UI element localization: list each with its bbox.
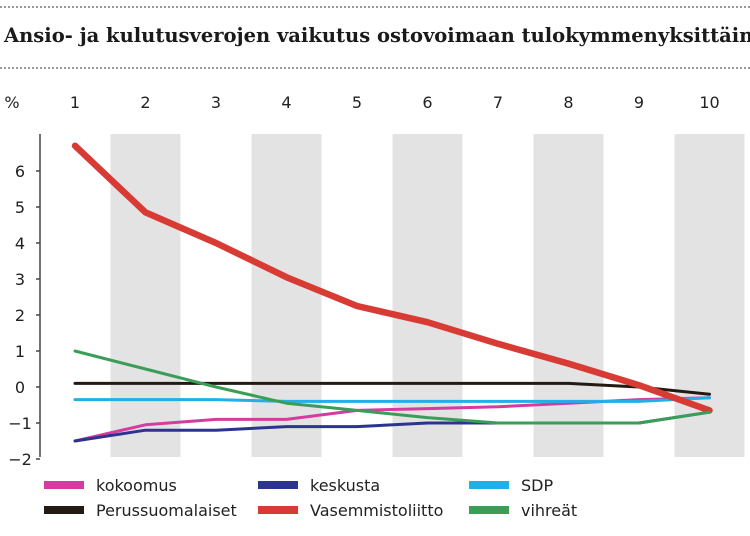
y-tick-label: 5 <box>15 198 25 217</box>
x-tick-label: 8 <box>563 93 573 112</box>
grid-band <box>110 134 181 457</box>
series-line-vasemmistoliitto <box>71 142 713 414</box>
x-tick-label: 9 <box>634 93 644 112</box>
top-divider <box>0 6 750 8</box>
y-axis-label: % <box>4 93 19 112</box>
y-tick-label: 3 <box>15 270 25 289</box>
x-tick-label: 6 <box>422 93 432 112</box>
x-tick-label: 2 <box>140 93 150 112</box>
x-tick-label: 5 <box>352 93 362 112</box>
y-tick-label: 4 <box>15 234 25 253</box>
x-tick-label: 10 <box>699 93 719 112</box>
series-line-perussuomalaiset <box>73 381 711 396</box>
x-tick-label: 7 <box>493 93 503 112</box>
y-tick-label: 2 <box>15 306 25 325</box>
grid-band <box>251 134 322 457</box>
grid-band <box>533 134 604 457</box>
y-tick-label: −1 <box>8 414 32 433</box>
y-tick-label: 0 <box>15 378 25 397</box>
x-tick-label: 4 <box>281 93 291 112</box>
x-tick-label: 1 <box>70 93 80 112</box>
title-divider <box>0 67 750 69</box>
x-tick-label: 3 <box>211 93 221 112</box>
chart-title: Ansio- ja kulutusverojen vaikutus ostovo… <box>4 24 750 47</box>
series-line-vihreat <box>73 349 711 425</box>
grid-band <box>392 134 463 457</box>
series-line-sdp <box>73 396 711 403</box>
y-tick-label: 1 <box>15 342 25 361</box>
y-tick-label: −2 <box>8 450 32 469</box>
y-tick-label: 6 <box>15 162 25 181</box>
